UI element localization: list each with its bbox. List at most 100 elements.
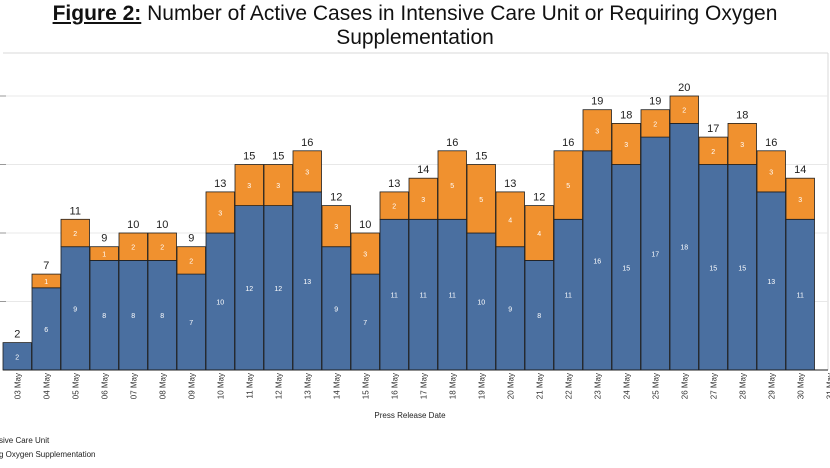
- bar-oxygen: [60, 218, 90, 248]
- bar-oxygen-label: 3: [218, 210, 222, 217]
- bar-oxygen-label: 3: [769, 169, 773, 176]
- bar-icu-label: 9: [334, 306, 338, 313]
- bar-total-label: 10: [156, 219, 168, 231]
- x-axis-title: Press Release Date: [374, 411, 446, 420]
- bar-total-label: 18: [620, 109, 632, 121]
- x-tick-label: 25 May: [651, 373, 660, 399]
- x-tick-label: 24 May: [622, 373, 631, 399]
- bar-icu: [234, 205, 264, 371]
- bar-total-label: 2: [14, 329, 20, 341]
- bar-icu-label: 11: [420, 293, 427, 300]
- x-tick-label: 10 May: [216, 373, 225, 399]
- x-tick-label: 18 May: [448, 373, 457, 399]
- bar-icu-label: 15: [709, 265, 717, 272]
- x-tick-label: 21 May: [535, 373, 544, 399]
- bar-total-label: 12: [330, 192, 342, 204]
- x-tick-label: 23 May: [593, 373, 602, 399]
- bar-oxygen: [756, 150, 786, 193]
- bar-icu-label: 12: [274, 286, 282, 293]
- bar-oxygen-label: 3: [740, 142, 744, 149]
- bar-icu-label: 8: [102, 313, 106, 320]
- bar-icu: [785, 218, 815, 371]
- bar-icu-label: 7: [189, 320, 193, 327]
- bar-total-label: 12: [533, 192, 545, 204]
- bar-icu-label: 8: [131, 313, 135, 320]
- x-tick-label: 30 May: [796, 373, 805, 399]
- bar-oxygen-label: 3: [334, 224, 338, 231]
- bar-oxygen-label: 2: [682, 108, 686, 115]
- bar-icu-label: 2: [15, 354, 19, 361]
- bar-icu: [31, 287, 61, 371]
- legend-entry-icu: sive Care Unit: [0, 436, 50, 445]
- bar-total-label: 10: [127, 219, 139, 231]
- bar-oxygen: [727, 123, 757, 165]
- bar-icu-label: 9: [508, 306, 512, 313]
- bar-icu-label: 11: [391, 293, 398, 300]
- figure-label: Figure 2:: [52, 2, 142, 25]
- bar-oxygen: [785, 177, 815, 220]
- bar-total-label: 20: [678, 82, 690, 94]
- bar-icu: [553, 218, 583, 371]
- bar-icu-label: 9: [73, 306, 77, 313]
- bar-total-label: 7: [43, 260, 49, 272]
- bar-oxygen: [553, 150, 583, 220]
- bar-icu: [176, 273, 206, 371]
- bar-icu: [669, 123, 699, 371]
- bar-oxygen-label: 2: [392, 204, 396, 211]
- bar-icu: [437, 218, 467, 371]
- bar-icu-label: 11: [449, 293, 456, 300]
- x-tick-label: 04 May: [42, 373, 51, 399]
- bar-icu-label: 10: [477, 300, 485, 307]
- x-tick-label: 07 May: [129, 373, 138, 399]
- bar-total-label: 16: [446, 137, 458, 149]
- bar-oxygen: [495, 191, 525, 248]
- x-tick-label: 28 May: [738, 373, 747, 399]
- bar-icu-label: 15: [738, 265, 746, 272]
- x-tick-label: 09 May: [187, 373, 196, 399]
- bar-icu: [611, 164, 641, 371]
- bar-oxygen-label: 1: [44, 279, 48, 286]
- bar-icu: [2, 342, 32, 371]
- x-tick-label: 26 May: [680, 373, 689, 399]
- bar-oxygen-label: 2: [131, 245, 135, 252]
- bar-total-label: 10: [359, 219, 371, 231]
- bar-total-label: 16: [765, 137, 777, 149]
- bar-oxygen: [176, 246, 206, 275]
- bar-total-label: 13: [504, 178, 516, 190]
- bar-icu: [263, 205, 293, 371]
- bar-total-label: 19: [591, 96, 603, 108]
- bar-total-label: 11: [70, 205, 81, 217]
- bar-oxygen-label: 4: [537, 231, 541, 238]
- bar-oxygen: [292, 150, 322, 193]
- x-tick-label: 19 May: [477, 373, 486, 399]
- bar-icu: [89, 259, 119, 371]
- bar-oxygen: [147, 232, 177, 261]
- x-tick-label: 14 May: [332, 373, 341, 399]
- bar-oxygen-label: 2: [189, 258, 193, 265]
- bar-total-label: 14: [794, 164, 806, 176]
- x-tick-label: 12 May: [274, 373, 283, 399]
- bar-icu-label: 17: [651, 252, 659, 259]
- x-tick-label: 29 May: [767, 373, 776, 399]
- x-tick-label: 05 May: [71, 373, 80, 399]
- bar-oxygen-label: 1: [102, 252, 106, 259]
- bar-oxygen: [611, 123, 641, 165]
- bar-oxygen-label: 5: [479, 197, 483, 204]
- bar-oxygen: [698, 136, 728, 165]
- bar-oxygen-label: 3: [595, 128, 599, 135]
- x-tick-label: 16 May: [390, 373, 399, 399]
- bar-oxygen-label: 2: [160, 245, 164, 252]
- bar-oxygen: [321, 205, 351, 248]
- bar-total-label: 13: [214, 178, 226, 190]
- bar-total-label: 16: [301, 137, 313, 149]
- bar-total-label: 18: [736, 109, 748, 121]
- bar-icu-label: 8: [160, 313, 164, 320]
- bar-total-label: 15: [243, 151, 255, 163]
- bar-oxygen: [640, 109, 670, 138]
- bar-total-label: 17: [707, 123, 719, 135]
- x-tick-label: 08 May: [158, 373, 167, 399]
- bar-oxygen-label: 2: [653, 121, 657, 128]
- bar-oxygen: [669, 95, 699, 124]
- bar-icu: [118, 259, 148, 371]
